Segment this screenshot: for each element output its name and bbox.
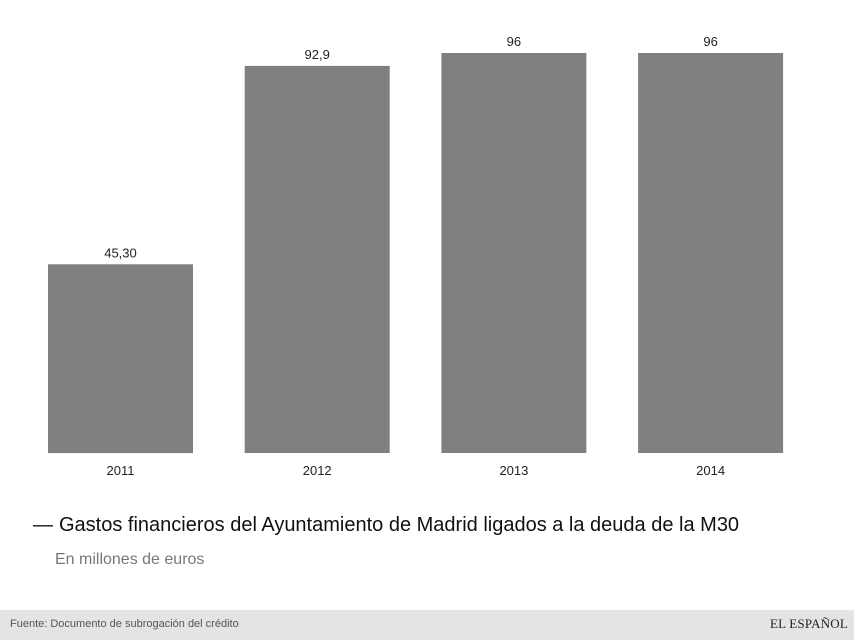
chart-subtitle: En millones de euros	[55, 551, 205, 568]
data-label-2011: 45,30	[104, 245, 137, 260]
data-label-2012: 92,9	[305, 47, 330, 62]
bar-2014	[638, 53, 784, 453]
bar-2013	[441, 53, 587, 453]
source-note: Fuente: Documento de subrogación del cré…	[10, 618, 239, 630]
x-tick-label-2014: 2014	[696, 463, 725, 478]
x-tick-label-2011: 2011	[107, 463, 135, 478]
x-tick-label-2013: 2013	[499, 463, 528, 478]
chart-title-text: Gastos financieros del Ayuntamiento de M…	[59, 514, 740, 536]
bar-chart: 45,30 2011 92,9 2012 96 2013 96 2014	[48, 34, 784, 478]
bar-2011	[48, 264, 193, 454]
data-label-2014: 96	[703, 34, 717, 49]
bar-2012	[244, 65, 390, 454]
chart-title: — Gastos financieros del Ayuntamiento de …	[33, 514, 739, 537]
x-tick-label-2012: 2012	[303, 463, 332, 478]
title-dash: —	[33, 514, 53, 536]
footer-bar: Fuente: Documento de subrogación del cré…	[0, 610, 854, 640]
data-label-2013: 96	[507, 34, 521, 49]
brand-logo: EL ESPAÑOL	[770, 616, 848, 631]
